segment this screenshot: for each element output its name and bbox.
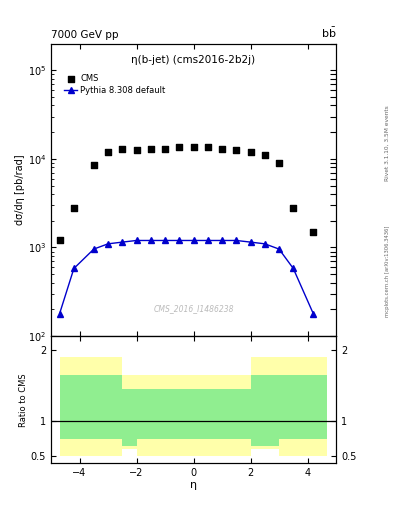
CMS [290, 204, 296, 212]
X-axis label: η: η [190, 480, 197, 489]
CMS [134, 146, 140, 154]
Pythia 8.308 default [277, 246, 281, 252]
Pythia 8.308 default [92, 246, 96, 252]
Pythia 8.308 default [291, 265, 296, 271]
CMS [119, 145, 125, 153]
CMS [91, 161, 97, 169]
CMS [219, 145, 225, 153]
Text: CMS_2016_I1486238: CMS_2016_I1486238 [153, 304, 234, 313]
Pythia 8.308 default [149, 238, 153, 244]
Pythia 8.308 default [134, 238, 139, 244]
Pythia 8.308 default [163, 238, 167, 244]
Pythia 8.308 default [106, 241, 110, 247]
CMS [205, 143, 211, 152]
Text: b$\bar{\mathrm{b}}$: b$\bar{\mathrm{b}}$ [321, 26, 336, 40]
Text: mcplots.cern.ch [arXiv:1306.3436]: mcplots.cern.ch [arXiv:1306.3436] [385, 226, 389, 317]
Text: 7000 GeV pp: 7000 GeV pp [51, 30, 119, 40]
CMS [276, 159, 282, 167]
Pythia 8.308 default [120, 239, 125, 245]
Pythia 8.308 default [206, 238, 210, 244]
Text: η(b-jet) (cms2016-2b2j): η(b-jet) (cms2016-2b2j) [132, 55, 255, 65]
Pythia 8.308 default [311, 310, 316, 316]
Pythia 8.308 default [263, 241, 267, 247]
Pythia 8.308 default [177, 238, 182, 244]
Text: Rivet 3.1.10, 3.5M events: Rivet 3.1.10, 3.5M events [385, 105, 389, 181]
Legend: CMS, Pythia 8.308 default: CMS, Pythia 8.308 default [61, 71, 169, 98]
CMS [190, 143, 196, 152]
Pythia 8.308 default [220, 238, 224, 244]
Pythia 8.308 default [248, 239, 253, 245]
CMS [148, 145, 154, 153]
Pythia 8.308 default [72, 265, 76, 271]
Pythia 8.308 default [234, 238, 239, 244]
Pythia 8.308 default [57, 310, 62, 316]
CMS [176, 143, 182, 152]
CMS [105, 148, 111, 156]
Y-axis label: dσ/dη [pb/rad]: dσ/dη [pb/rad] [15, 155, 25, 225]
CMS [162, 145, 168, 153]
CMS [233, 146, 239, 154]
CMS [310, 228, 316, 236]
CMS [71, 204, 77, 212]
CMS [57, 237, 63, 245]
Pythia 8.308 default [191, 238, 196, 244]
CMS [262, 151, 268, 159]
Line: Pythia 8.308 default: Pythia 8.308 default [57, 238, 316, 316]
Y-axis label: Ratio to CMS: Ratio to CMS [19, 373, 28, 426]
CMS [248, 148, 254, 156]
